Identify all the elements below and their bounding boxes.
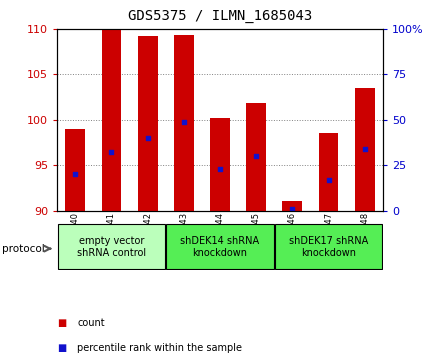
Point bbox=[180, 119, 187, 125]
Text: ■: ■ bbox=[57, 343, 66, 354]
Text: percentile rank within the sample: percentile rank within the sample bbox=[77, 343, 242, 354]
Bar bbox=[66, 129, 85, 211]
Point bbox=[289, 206, 296, 212]
Bar bbox=[138, 36, 158, 211]
Point bbox=[72, 171, 79, 177]
Bar bbox=[58, 224, 165, 269]
Text: count: count bbox=[77, 318, 105, 328]
Text: shDEK17 shRNA
knockdown: shDEK17 shRNA knockdown bbox=[289, 236, 368, 258]
Bar bbox=[355, 88, 375, 211]
Point bbox=[361, 146, 368, 152]
Text: protocol: protocol bbox=[2, 244, 45, 254]
Text: shDEK14 shRNA
knockdown: shDEK14 shRNA knockdown bbox=[180, 236, 260, 258]
Bar bbox=[282, 201, 302, 211]
Point bbox=[216, 166, 224, 172]
Bar bbox=[275, 224, 382, 269]
Text: empty vector
shRNA control: empty vector shRNA control bbox=[77, 236, 146, 258]
Point bbox=[325, 177, 332, 183]
Bar bbox=[166, 224, 274, 269]
Bar bbox=[210, 118, 230, 211]
Point bbox=[253, 153, 260, 159]
Point bbox=[144, 135, 151, 141]
Point bbox=[108, 150, 115, 155]
Bar bbox=[102, 29, 121, 211]
Bar bbox=[246, 103, 266, 211]
Bar bbox=[319, 133, 338, 211]
Bar bbox=[174, 36, 194, 211]
Text: ■: ■ bbox=[57, 318, 66, 328]
Text: GDS5375 / ILMN_1685043: GDS5375 / ILMN_1685043 bbox=[128, 9, 312, 23]
